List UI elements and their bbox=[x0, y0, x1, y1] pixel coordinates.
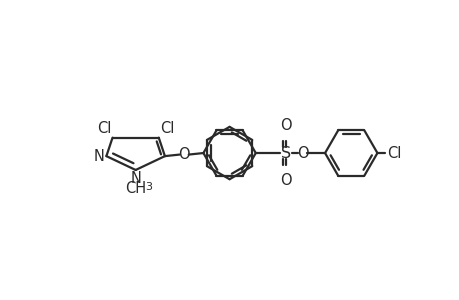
Text: Cl: Cl bbox=[96, 121, 111, 136]
Text: Cl: Cl bbox=[386, 146, 400, 160]
Text: Cl: Cl bbox=[160, 121, 174, 136]
Text: S: S bbox=[280, 146, 290, 160]
Text: O: O bbox=[178, 147, 190, 162]
Text: O: O bbox=[280, 118, 291, 133]
Text: O: O bbox=[296, 146, 308, 160]
Text: N: N bbox=[94, 148, 105, 164]
Text: 3: 3 bbox=[145, 182, 151, 192]
Text: O: O bbox=[280, 173, 291, 188]
Text: CH: CH bbox=[125, 181, 146, 196]
Text: N: N bbox=[130, 171, 141, 186]
